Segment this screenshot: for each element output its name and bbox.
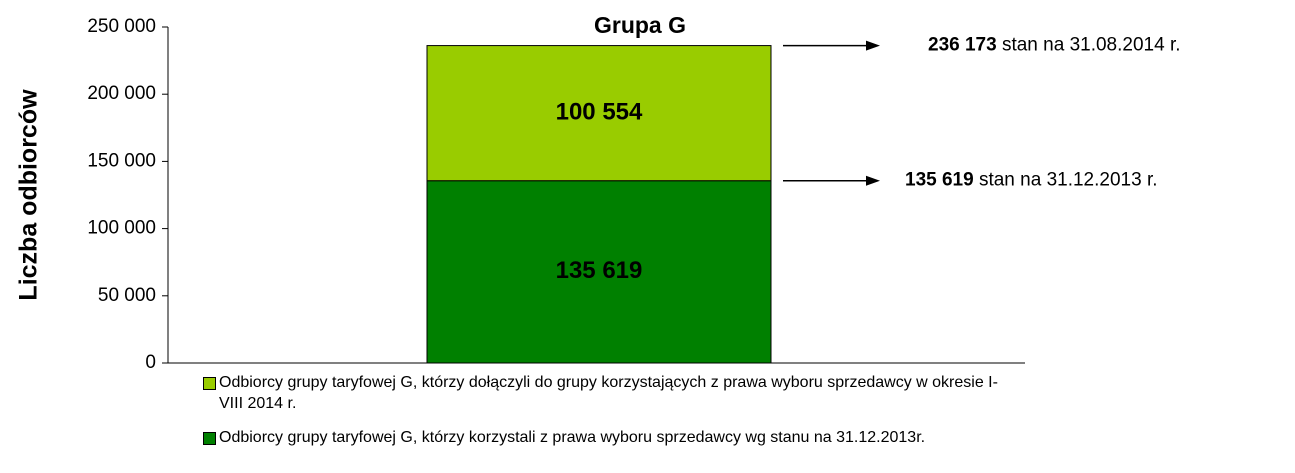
bar-segment: [426, 45, 772, 182]
y-tick-label: 100 000: [87, 218, 156, 239]
arrow-head: [866, 40, 880, 51]
chart-title: Grupa G: [594, 12, 686, 38]
y-tick-label: 50 000: [98, 285, 156, 306]
annotation-value: 236 173: [928, 35, 997, 56]
annotation-text: stan na 31.12.2013 r.: [974, 170, 1158, 191]
legend-label: Odbiorcy grupy taryfowej G, którzy korzy…: [219, 429, 926, 446]
data-label: 135 619: [556, 257, 643, 284]
y-tick-label: 0: [145, 352, 156, 373]
legend-swatch: [203, 377, 216, 390]
legend-label: Odbiorcy grupy taryfowej G, którzy dołąc…: [219, 374, 998, 412]
legend-swatch: [203, 432, 216, 445]
y-axis-label: Liczba odbiorców: [15, 89, 43, 301]
annotation-value: 135 619: [905, 170, 974, 191]
legend-item: Odbiorcy grupy taryfowej G, którzy dołąc…: [203, 372, 1003, 414]
arrow-head: [866, 175, 880, 186]
data-label: 100 554: [556, 98, 643, 125]
bar-segment: [426, 180, 772, 364]
y-tick-label: 200 000: [87, 83, 156, 104]
y-tick-label: 150 000: [87, 150, 156, 171]
annotation-text: stan na 31.08.2014 r.: [997, 35, 1181, 56]
annotation: 135 619 stan na 31.12.2013 r.: [905, 170, 1158, 191]
legend-item: Odbiorcy grupy taryfowej G, którzy korzy…: [203, 427, 1003, 448]
annotation: 236 173 stan na 31.08.2014 r.: [928, 35, 1181, 56]
y-tick-label: 250 000: [87, 16, 156, 37]
